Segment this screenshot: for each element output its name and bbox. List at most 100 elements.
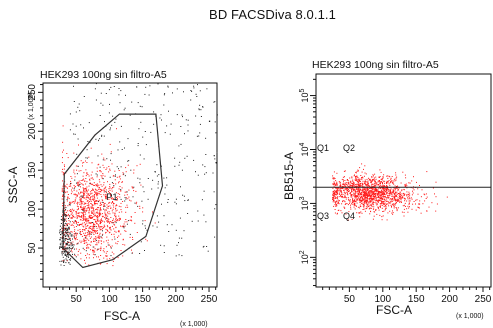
event-dot — [379, 183, 381, 185]
event-dot-outside — [197, 220, 199, 222]
event-dot — [332, 191, 334, 193]
event-dot-P1 — [71, 217, 73, 219]
event-dot — [336, 205, 338, 207]
event-dot-P1 — [75, 235, 77, 237]
event-dot — [357, 206, 359, 208]
event-dot-P1 — [84, 180, 86, 182]
event-dot — [373, 215, 375, 217]
event-dot — [373, 192, 375, 194]
event-dot — [359, 178, 361, 180]
event-dot-outside — [108, 112, 110, 114]
event-dot-P1 — [104, 211, 106, 213]
event-dot-P1 — [88, 185, 90, 187]
event-dot — [378, 209, 380, 211]
event-dot — [348, 186, 349, 188]
event-dot-P1 — [95, 200, 97, 201]
event-dot-P1 — [77, 212, 79, 214]
event-dot-debris — [63, 265, 65, 266]
event-dot-P1 — [66, 183, 68, 185]
event-dot — [380, 204, 382, 206]
event-dot — [342, 176, 344, 178]
event-dot-debris — [66, 247, 68, 249]
event-dot-outside — [187, 213, 189, 214]
event-dot — [382, 201, 384, 203]
event-dot — [392, 196, 394, 198]
event-dot — [380, 189, 382, 191]
event-dot — [349, 200, 351, 202]
event-dot-P1 — [125, 211, 127, 213]
event-dot-P1 — [103, 182, 105, 184]
event-dot-P1 — [136, 165, 138, 167]
event-dot-P1 — [90, 199, 91, 201]
event-dot-P1 — [114, 213, 116, 215]
event-dot — [361, 198, 363, 199]
event-dot-outside — [95, 83, 97, 85]
event-dot-P1 — [91, 192, 93, 194]
event-dot-outside — [100, 92, 102, 94]
event-dot-P1 — [109, 186, 111, 188]
event-dot — [426, 196, 428, 198]
event-dot-outside — [201, 199, 203, 201]
event-dot-P1 — [75, 197, 77, 199]
event-dot — [379, 198, 381, 200]
event-dot-P1 — [98, 188, 100, 190]
event-dot-debris — [72, 253, 73, 255]
event-dot-P1 — [96, 212, 98, 214]
event-dot-P1 — [86, 190, 88, 192]
event-dot — [378, 206, 380, 208]
event-dot-P1 — [109, 222, 111, 224]
event-dot — [392, 195, 394, 197]
event-dot-P1 — [101, 185, 103, 187]
event-dot-P1 — [105, 196, 106, 198]
event-dot-debris — [64, 254, 66, 256]
event-dot-P1 — [96, 197, 98, 199]
event-dot-P1 — [99, 188, 101, 190]
event-dot — [350, 182, 352, 184]
event-dot-P1 — [114, 215, 116, 217]
event-dot-P1 — [81, 191, 83, 193]
event-dot — [391, 192, 393, 194]
event-dot-outside — [172, 92, 173, 94]
event-dot — [382, 177, 384, 179]
event-dot — [409, 193, 411, 195]
event-dot — [412, 192, 414, 194]
event-dot-debris — [68, 203, 70, 205]
event-dot-outside — [101, 135, 103, 137]
event-dot — [388, 193, 390, 194]
event-dot-P1 — [93, 251, 95, 253]
event-dot — [364, 188, 366, 190]
event-dot — [402, 193, 404, 195]
event-dot — [366, 200, 368, 202]
event-dot-P1 — [112, 187, 113, 189]
event-dot-P1 — [110, 221, 112, 223]
event-dot — [385, 205, 387, 206]
event-dot-P1 — [68, 198, 70, 200]
event-dot — [375, 181, 377, 183]
event-dot-P1 — [92, 183, 93, 185]
event-dot-outside — [196, 135, 198, 137]
event-dot-debris — [64, 251, 66, 253]
event-dot — [334, 193, 336, 195]
event-dot — [366, 208, 368, 209]
event-dot — [341, 192, 343, 194]
event-dot-P1 — [114, 224, 116, 226]
event-dot-P1 — [122, 255, 124, 257]
event-dot — [357, 199, 359, 201]
event-dot — [398, 199, 399, 201]
event-dot-outside — [133, 186, 135, 188]
event-dot — [359, 200, 361, 202]
event-dot-debris — [61, 246, 63, 248]
event-dot — [373, 194, 375, 196]
event-dot-P1 — [120, 225, 121, 227]
event-dot — [380, 200, 382, 201]
event-dot-P1 — [85, 189, 87, 191]
event-dot-debris — [59, 246, 61, 248]
event-dot-P1 — [91, 228, 93, 230]
event-dot — [356, 188, 357, 190]
event-dot — [390, 193, 392, 195]
event-dot-outside — [151, 188, 153, 190]
event-dot — [392, 210, 393, 212]
event-dot-P1 — [130, 219, 132, 221]
event-dot-P1 — [71, 187, 73, 189]
event-dot — [350, 193, 351, 195]
